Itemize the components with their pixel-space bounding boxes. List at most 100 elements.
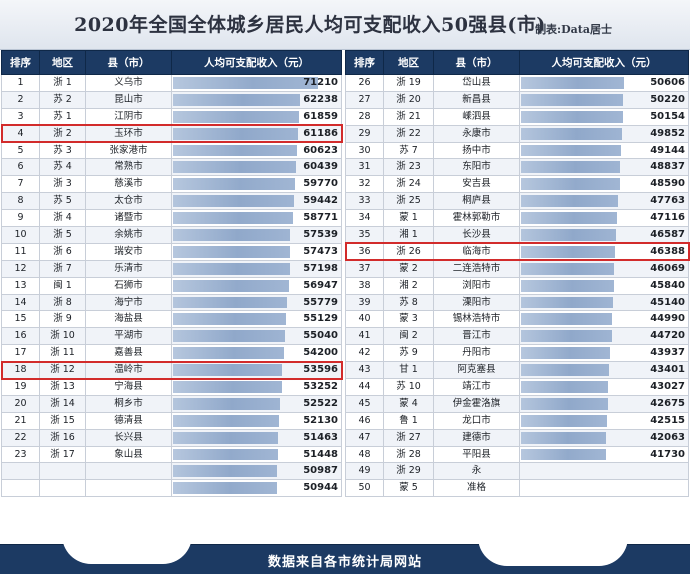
region-cell: 浙 19 — [383, 74, 434, 92]
rank-cell — [1, 462, 40, 481]
region-cell: 甘 1 — [383, 361, 434, 380]
overlay-smudge — [478, 508, 628, 566]
table-row: 12 浙 7 乐清市 57198 — [1, 259, 342, 278]
county-cell: 桐乡市 — [85, 394, 172, 413]
income-cell: 59770 — [171, 175, 342, 194]
income-cell: 54200 — [171, 344, 342, 363]
rank-cell: 28 — [345, 107, 384, 126]
income-bar — [521, 381, 609, 393]
rank-cell: 45 — [345, 394, 384, 413]
income-value: 42063 — [650, 431, 685, 443]
income-cell: 46587 — [519, 226, 689, 244]
region-cell: 苏 8 — [383, 293, 434, 312]
rank-cell: 48 — [345, 445, 384, 464]
income-bar — [173, 229, 291, 241]
county-cell: 东阳市 — [433, 158, 520, 177]
county-cell: 张家港市 — [85, 141, 172, 160]
table-row: 50 蒙 5 准格 — [345, 479, 689, 498]
income-value: 59442 — [303, 195, 338, 207]
region-cell: 浙 1 — [39, 74, 86, 92]
county-cell: 新昌县 — [433, 90, 520, 109]
table-row: 13 闽 1 石狮市 56947 — [1, 276, 342, 295]
rank-cell: 3 — [1, 107, 40, 126]
income-bar — [173, 77, 319, 89]
table-row: 15 浙 9 海盐县 55129 — [1, 310, 342, 329]
income-cell: 60623 — [171, 141, 342, 160]
income-cell: 59442 — [171, 192, 342, 211]
county-cell: 诸暨市 — [85, 209, 172, 228]
table-row: 38 湘 2 浏阳市 45840 — [345, 276, 689, 295]
county-cell: 伊金霍洛旗 — [433, 394, 520, 413]
region-cell: 浙 20 — [383, 90, 434, 109]
credit-label: 制表:Data居士 — [535, 23, 612, 36]
table-row: 22 浙 16 长兴县 51463 — [1, 428, 342, 447]
income-value: 46388 — [650, 245, 685, 257]
region-cell: 浙 4 — [39, 209, 86, 228]
rank-cell: 10 — [1, 226, 40, 244]
income-bar — [521, 144, 621, 157]
rank-cell: 50 — [345, 479, 384, 498]
county-cell: 嘉善县 — [85, 344, 172, 363]
region-cell — [39, 462, 86, 481]
income-cell: 61186 — [171, 124, 342, 143]
income-cell — [519, 479, 689, 498]
income-bar — [521, 431, 607, 444]
income-bar — [173, 110, 300, 123]
income-bar — [173, 195, 295, 208]
income-value: 50220 — [650, 93, 685, 105]
county-cell: 扬中市 — [433, 141, 520, 160]
table-row: 18 浙 12 温岭市 53596 — [1, 361, 342, 380]
rank-cell: 44 — [345, 378, 384, 396]
county-cell: 二连浩特市 — [433, 259, 520, 278]
income-cell: 58771 — [171, 209, 342, 228]
income-value: 47763 — [650, 195, 685, 207]
income-value: 61859 — [303, 110, 338, 122]
income-bar — [521, 178, 620, 191]
rank-cell: 23 — [1, 445, 40, 464]
income-bar — [173, 330, 286, 343]
income-bar — [173, 144, 297, 157]
table-row: 37 蒙 2 二连浩特市 46069 — [345, 259, 689, 278]
rank-cell: 32 — [345, 175, 384, 194]
table-row: 47 浙 27 建德市 42063 — [345, 428, 689, 447]
table-row: 34 蒙 1 霍林郭勒市 47116 — [345, 209, 689, 228]
income-bar — [173, 347, 284, 360]
income-value: 46069 — [650, 262, 685, 274]
ranking-table-right: 排序 地区 县（市） 人均可支配收入（元） 26 浙 19 岱山县 50606 27 浙 … — [345, 50, 689, 498]
income-bar — [521, 245, 616, 258]
income-value: 62238 — [303, 93, 338, 105]
region-cell: 浙 27 — [383, 428, 434, 447]
region-cell: 湘 2 — [383, 276, 434, 295]
income-bar — [521, 330, 612, 343]
income-bar — [173, 364, 283, 377]
county-cell: 嵊泗县 — [433, 107, 520, 126]
income-cell: 57539 — [171, 226, 342, 244]
income-value: 49144 — [650, 144, 685, 156]
rank-cell: 16 — [1, 327, 40, 346]
income-bar — [173, 127, 298, 140]
income-value: 45840 — [650, 279, 685, 291]
county-cell: 平阳县 — [433, 445, 520, 464]
income-value: 50154 — [650, 110, 685, 122]
income-cell: 52130 — [171, 411, 342, 430]
county-cell: 准格 — [433, 479, 520, 498]
rank-cell: 49 — [345, 462, 384, 481]
table-row: 23 浙 17 象山县 51448 — [1, 445, 342, 464]
income-bar — [173, 296, 287, 309]
rank-cell: 5 — [1, 141, 40, 160]
county-cell: 阿克塞县 — [433, 361, 520, 380]
county-cell: 海宁市 — [85, 293, 172, 312]
income-cell: 53252 — [171, 378, 342, 396]
county-cell: 建德市 — [433, 428, 520, 447]
income-value: 42675 — [650, 397, 685, 409]
region-cell: 蒙 5 — [383, 479, 434, 498]
income-cell: 44990 — [519, 310, 689, 329]
region-cell: 浙 22 — [383, 124, 434, 143]
county-cell: 温岭市 — [85, 361, 172, 380]
income-value: 41730 — [650, 448, 685, 460]
